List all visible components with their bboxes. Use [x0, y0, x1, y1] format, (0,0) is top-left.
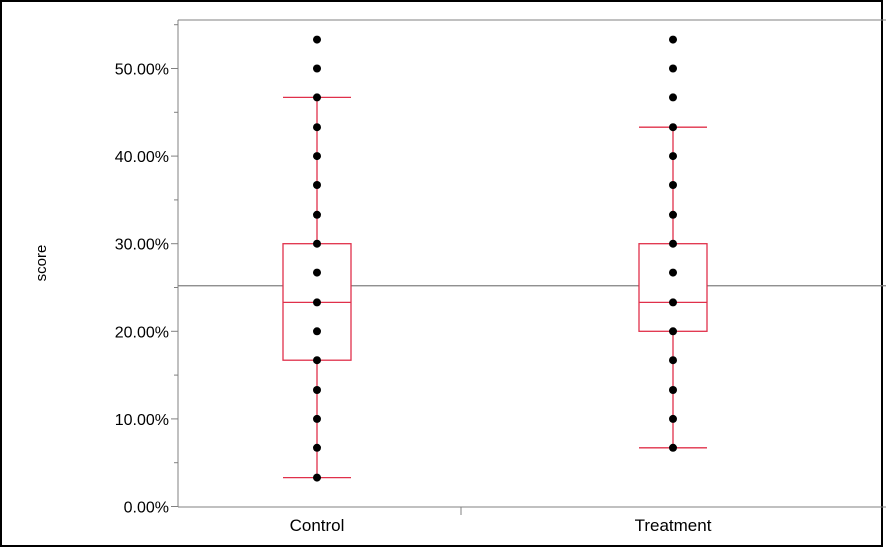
data-point — [313, 385, 321, 394]
data-point — [313, 239, 321, 248]
data-point — [313, 210, 321, 219]
y-tick-label: 30.00% — [115, 237, 169, 254]
data-point — [669, 327, 677, 336]
data-point — [313, 356, 321, 365]
y-tick-label: 40.00% — [115, 149, 169, 166]
data-point — [669, 210, 677, 219]
data-point — [313, 93, 321, 102]
data-point — [669, 93, 677, 102]
data-point — [669, 268, 677, 277]
y-tick-label: 20.00% — [115, 324, 169, 341]
data-point — [669, 64, 677, 73]
data-point — [669, 414, 677, 423]
box-iqr — [638, 243, 708, 332]
data-point — [313, 327, 321, 336]
data-point — [669, 443, 677, 452]
data-point — [669, 298, 677, 307]
y-tick-label: 0.00% — [124, 500, 169, 517]
data-point — [313, 181, 321, 190]
data-point — [669, 385, 677, 394]
data-point — [313, 473, 321, 482]
data-point — [313, 64, 321, 73]
data-point — [669, 35, 677, 44]
data-point — [669, 181, 677, 190]
data-point — [313, 123, 321, 132]
data-point — [669, 356, 677, 365]
y-tick-label: 10.00% — [115, 412, 169, 429]
data-point — [313, 443, 321, 452]
data-point — [313, 298, 321, 307]
x-tick-label: Treatment — [635, 516, 712, 535]
data-point — [313, 268, 321, 277]
data-point — [313, 152, 321, 161]
data-point — [669, 239, 677, 248]
x-tick-label: Control — [290, 516, 345, 535]
data-point — [313, 35, 321, 44]
data-point — [313, 414, 321, 423]
y-tick-label: 50.00% — [115, 62, 169, 79]
data-point — [669, 123, 677, 132]
y-axis-title: score — [33, 245, 50, 282]
data-point — [669, 152, 677, 161]
